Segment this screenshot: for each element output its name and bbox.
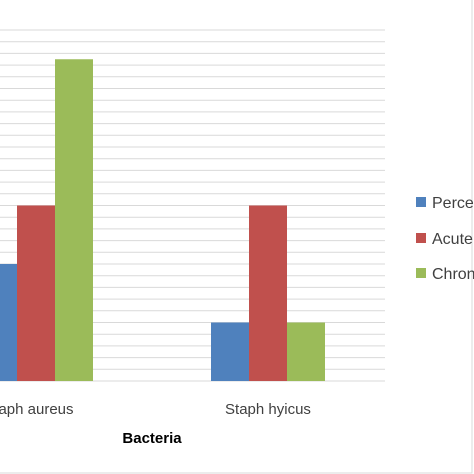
bar-chronic-staph-hyicus [287,322,325,381]
bars [0,59,325,381]
bar-chronic-staph-aureus [55,59,93,381]
legend-swatch-percent [416,197,426,207]
legend-label-acute: Acute [432,231,473,248]
x-axis-title: Bacteria [122,430,182,447]
bar-acute-staph-hyicus [249,205,287,381]
x-tick-label-staph-aureus: aph aureus [0,401,74,418]
bar-percent-staph-hyicus [211,322,249,381]
legend: Perce Acute Chron [416,195,474,283]
legend-label-percent: Perce [432,195,474,212]
legend-swatch-acute [416,233,426,243]
legend-swatch-chronic [416,268,426,278]
legend-label-chronic: Chron [432,266,474,283]
bar-acute-staph-aureus [17,205,55,381]
bar-percent-staph-aureus [0,264,17,381]
x-tick-label-staph-hyicus: Staph hyicus [225,401,311,418]
